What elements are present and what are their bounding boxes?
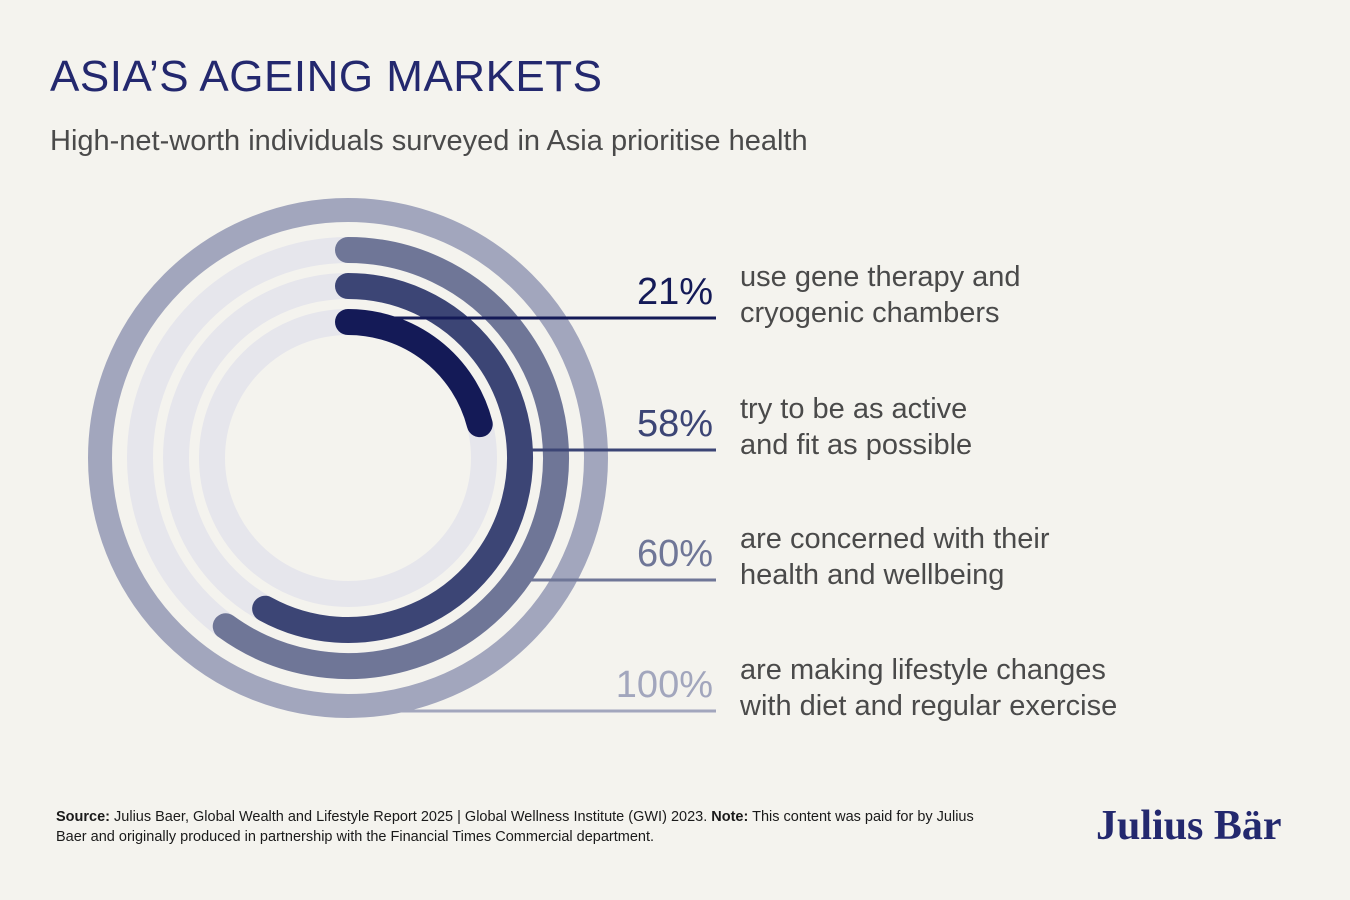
percent-label-3: 60% bbox=[637, 533, 713, 575]
description-label-3-2: health and wellbeing bbox=[740, 559, 1004, 591]
description-label-3-1: are concerned with their bbox=[740, 523, 1050, 555]
note-label: Note: bbox=[711, 809, 749, 825]
description-label-2-1: try to be as active bbox=[740, 393, 967, 425]
ring-arc-2 bbox=[252, 273, 533, 643]
chart-title: ASIA’S AGEING MARKETS bbox=[50, 52, 603, 101]
percent-label-2: 58% bbox=[637, 403, 713, 445]
ring-arc-3 bbox=[212, 237, 569, 679]
description-label-4-1: are making lifestyle changes bbox=[740, 654, 1106, 686]
ring-arc-4 bbox=[88, 198, 608, 718]
source-label: Source: bbox=[56, 809, 110, 825]
julius-baer-logo: Julius Bär bbox=[1096, 803, 1282, 849]
description-label-1-1: use gene therapy and bbox=[740, 261, 1021, 293]
description-label-4-2: with diet and regular exercise bbox=[739, 690, 1117, 722]
description-label-1-2: cryogenic chambers bbox=[740, 297, 1000, 329]
chart-subtitle: High-net-worth individuals surveyed in A… bbox=[50, 125, 808, 157]
ring-arc-1 bbox=[335, 309, 493, 438]
description-label-2-2: and fit as possible bbox=[740, 429, 972, 461]
note-text: This content was paid for by Julius Baer… bbox=[56, 809, 974, 845]
source-note: Source: Julius Baer, Global Wealth and L… bbox=[56, 807, 986, 847]
percent-label-4: 100% bbox=[616, 664, 713, 706]
percent-label-1: 21% bbox=[637, 271, 713, 313]
source-text: Julius Baer, Global Wealth and Lifestyle… bbox=[110, 809, 712, 825]
